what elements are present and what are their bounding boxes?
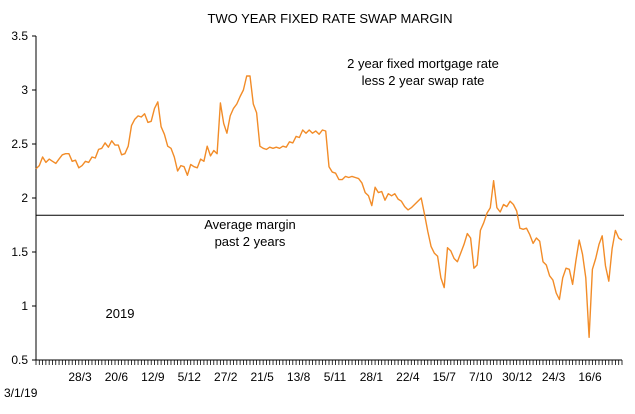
x-tick-label: 15/7 [433,370,457,384]
chart-title: TWO YEAR FIXED RATE SWAP MARGIN [207,11,452,26]
y-ticks: 0.5 1 1.5 2 2.5 3 3.5 [11,29,36,367]
y-tick-label: 2 [21,191,28,205]
x-tick-label: 13/8 [287,370,311,384]
y-tick-label: 3 [21,83,28,97]
x-tick-label: 28/1 [360,370,384,384]
x-tick-label: 21/5 [250,370,274,384]
x-tick-label: 28/3 [68,370,92,384]
x-tick-label: 30/12 [502,370,532,384]
x-tick-label: 20/6 [105,370,129,384]
x-tick-label: 24/3 [542,370,566,384]
x-tick-label: 27/2 [214,370,238,384]
x-tick-label: 22/4 [396,370,420,384]
x-tick-label: 16/6 [578,370,602,384]
x-minor-ticks [35,360,623,365]
annotation-series-note-2: less 2 year swap rate [362,73,485,88]
x-tick-label: 5/11 [324,370,347,384]
annotation-average-note-2: past 2 years [215,234,286,249]
x-tick-label: 12/9 [141,370,165,384]
x-tick-label: 3/1/19 [4,386,38,400]
series-line-swap-margin [35,75,623,338]
x-tick-label: 5/12 [178,370,202,384]
y-tick-label: 0.5 [11,353,28,367]
annotation-average-note-1: Average margin [204,217,296,232]
annotation-series-note-1: 2 year fixed mortgage rate [347,56,499,71]
y-tick-label: 3.5 [11,29,28,43]
annotation-year-label: 2019 [106,306,135,321]
y-tick-label: 2.5 [11,137,28,151]
x-tick-label: 7/10 [469,370,493,384]
y-tick-label: 1 [21,299,28,313]
x-tick-labels: 3/1/19 28/3 20/6 12/9 5/12 27/2 21/5 13/8 5/11 28… [4,370,602,400]
y-tick-label: 1.5 [11,245,28,259]
